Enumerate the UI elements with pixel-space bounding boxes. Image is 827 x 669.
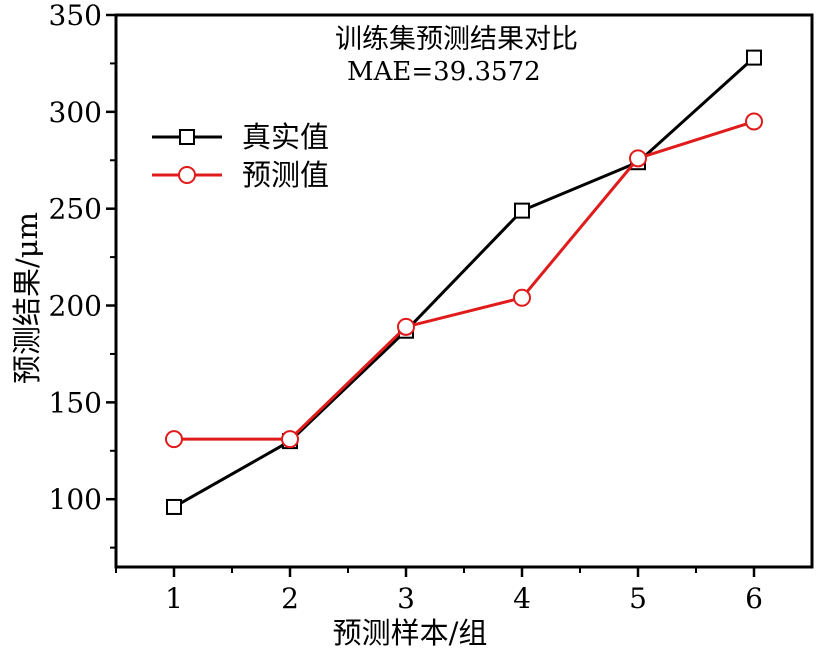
series-layer (165, 49, 763, 515)
x-tick-label: 2 (281, 582, 299, 615)
x-tick-label: 1 (165, 582, 183, 615)
data-point (629, 149, 647, 168)
legend-label: 预测值 (242, 158, 329, 192)
x-tick-label: 6 (745, 582, 763, 615)
legend-item: 预测值 (152, 158, 329, 192)
y-tick-label: 100 (49, 483, 102, 516)
data-point (514, 202, 530, 219)
data-point (397, 317, 415, 336)
chart-subtitle: MAE=39.3572 (347, 57, 541, 87)
y-tick-label: 350 (49, 0, 102, 32)
series-line (173, 56, 756, 509)
data-point (746, 49, 762, 66)
data-point (745, 112, 763, 131)
axes: 1 2 3 4 5 6 100 150 200 250 300 350 (49, 0, 814, 615)
series-predicted (165, 112, 763, 449)
y-tick-label: 200 (49, 290, 102, 323)
data-point (165, 430, 183, 449)
legend-marker (179, 129, 195, 145)
legend-label: 真实值 (242, 120, 329, 154)
chart-title: 训练集预测结果对比 (335, 24, 578, 55)
series-line (174, 120, 755, 441)
legend-marker (178, 166, 196, 184)
x-tick-label: 5 (629, 582, 647, 615)
y-tick-label: 300 (49, 96, 102, 129)
data-point (513, 288, 531, 307)
data-point (281, 430, 299, 449)
x-axis-label: 预测样本/组 (333, 616, 488, 650)
y-tick-label: 150 (49, 386, 102, 419)
x-tick-label: 3 (397, 582, 415, 615)
legend-item: 真实值 (152, 120, 329, 154)
y-axis-label: 预测结果/μm (10, 212, 44, 384)
data-point (166, 498, 182, 515)
x-tick-label: 4 (513, 582, 531, 615)
y-tick-label: 250 (49, 193, 102, 226)
